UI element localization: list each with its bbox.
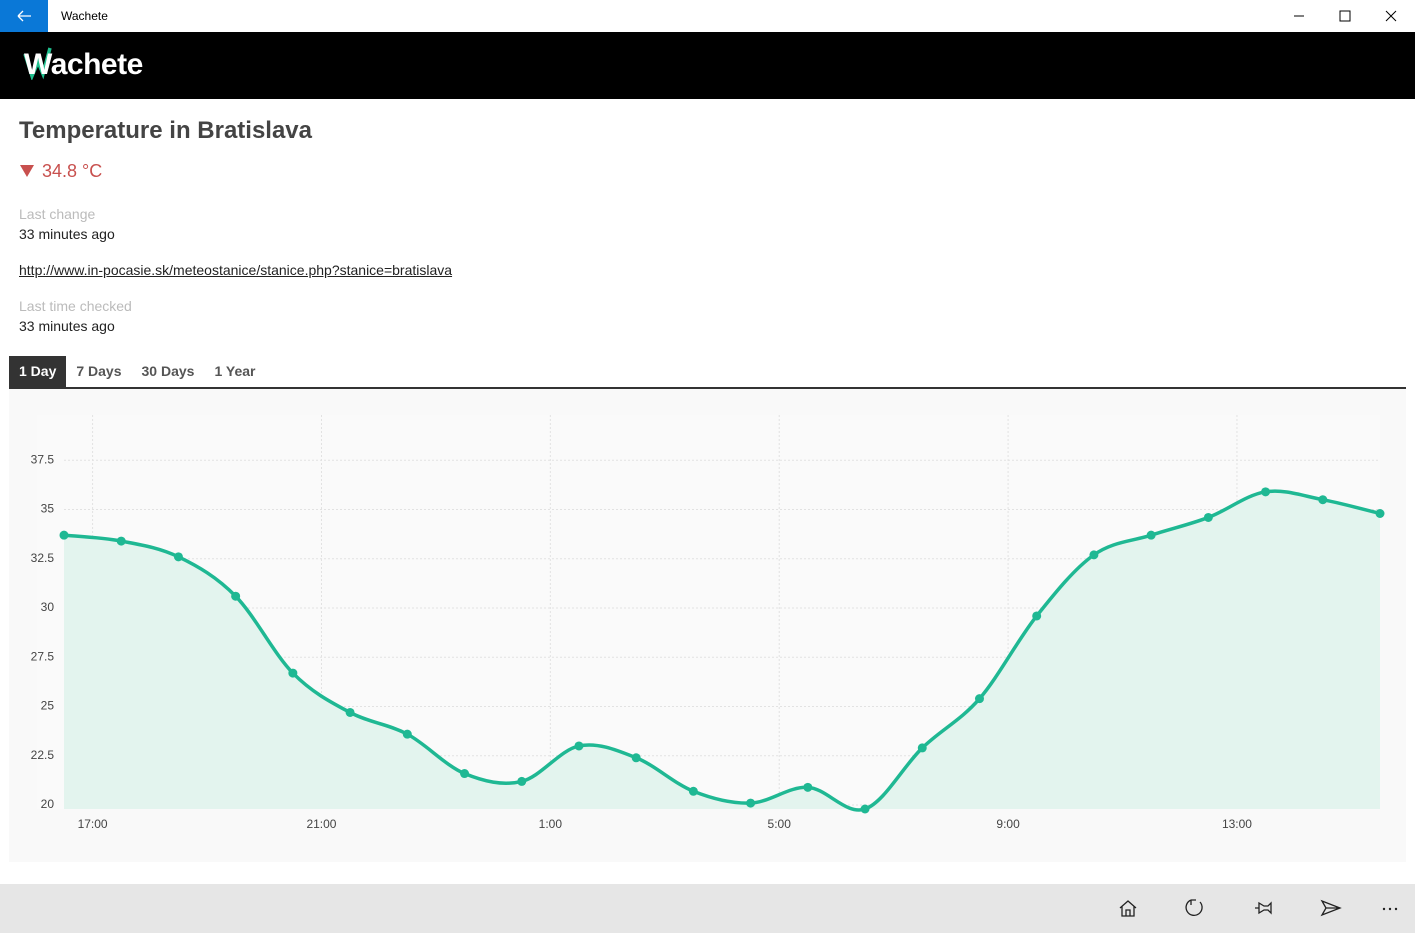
text: 33 minutes ago: [19, 318, 115, 334]
point: [1089, 550, 1099, 560]
point: [1375, 509, 1385, 518]
chart: 20 22.5 25 27.5 30 32.5 35 37.5 17:00 21:00 1:00 5:…: [9, 389, 1406, 862]
y-tick-label: 22.5: [31, 748, 55, 762]
x-tick-label: 17:00: [78, 817, 108, 831]
window-controls[interactable]: [1280, 0, 1415, 32]
logo[interactable]: Wachete: [24, 48, 143, 81]
pin-icon[interactable]: [1255, 901, 1272, 915]
app-bar-icons: [1119, 899, 1398, 917]
point: [746, 798, 756, 808]
logo-mark: [23, 47, 52, 80]
tab[interactable]: 1 Year: [214, 363, 256, 379]
x-tick-label: 5:00: [768, 817, 792, 831]
y-tick-label: 30: [41, 600, 55, 614]
area: [64, 491, 1380, 811]
app-bar: [0, 884, 1415, 933]
point: [917, 743, 927, 753]
window-title: Wachete: [61, 9, 108, 23]
share-icon[interactable]: [1320, 899, 1342, 917]
tab[interactable]: 7 Days: [76, 363, 122, 379]
x-tick-label: 13:00: [1222, 817, 1252, 831]
tab-bar: 1 Day 7 Days 30 Days 1 Year: [9, 356, 1406, 389]
app-header: [0, 32, 1415, 99]
point: [574, 741, 584, 751]
point: [517, 776, 527, 786]
tab[interactable]: 30 Days: [141, 363, 195, 379]
point: [402, 729, 412, 739]
point: [116, 536, 126, 546]
link[interactable]: http://www.in-pocasie.sk/meteostanice/st…: [19, 262, 453, 278]
label: Last time checked: [19, 298, 132, 314]
tab[interactable]: 1 Day: [9, 356, 67, 387]
y-tick-label: 32.5: [31, 551, 55, 565]
point: [688, 786, 698, 796]
refresh-icon[interactable]: [1185, 899, 1203, 917]
point: [1032, 611, 1042, 621]
current-value: 34.8 °C: [42, 161, 103, 181]
point: [1203, 512, 1213, 522]
y-tick-label: 25: [41, 699, 55, 713]
point: [631, 753, 641, 763]
point: [1318, 495, 1328, 505]
point: [59, 530, 69, 540]
point: [173, 552, 183, 562]
x-tick-label: 9:00: [996, 817, 1020, 831]
x-tick-label: 21:00: [306, 817, 336, 831]
back-icon: [17, 10, 31, 22]
y-tick-label: 27.5: [31, 649, 55, 663]
y-tick-label: 35: [41, 502, 55, 516]
point: [974, 694, 984, 704]
y-tick-label: 37.5: [31, 452, 55, 466]
point: [803, 782, 813, 792]
y-tick-label: 20: [41, 797, 55, 811]
label: Last change: [19, 206, 96, 222]
point: [288, 668, 298, 678]
back-button[interactable]: [0, 0, 48, 32]
point: [860, 804, 870, 814]
text: 33 minutes ago: [19, 226, 115, 242]
home-icon[interactable]: [1119, 900, 1137, 917]
point: [231, 591, 241, 601]
title-bar: Wachete: [0, 0, 1415, 32]
more-icon[interactable]: [1382, 907, 1398, 911]
x-tick-label: 1:00: [539, 817, 563, 831]
point: [1146, 530, 1156, 540]
monitor-title: Temperature in Bratislava: [19, 117, 313, 144]
point: [345, 707, 355, 717]
trend-down-icon: [20, 165, 34, 177]
point: [1261, 487, 1271, 497]
point: [460, 769, 470, 779]
